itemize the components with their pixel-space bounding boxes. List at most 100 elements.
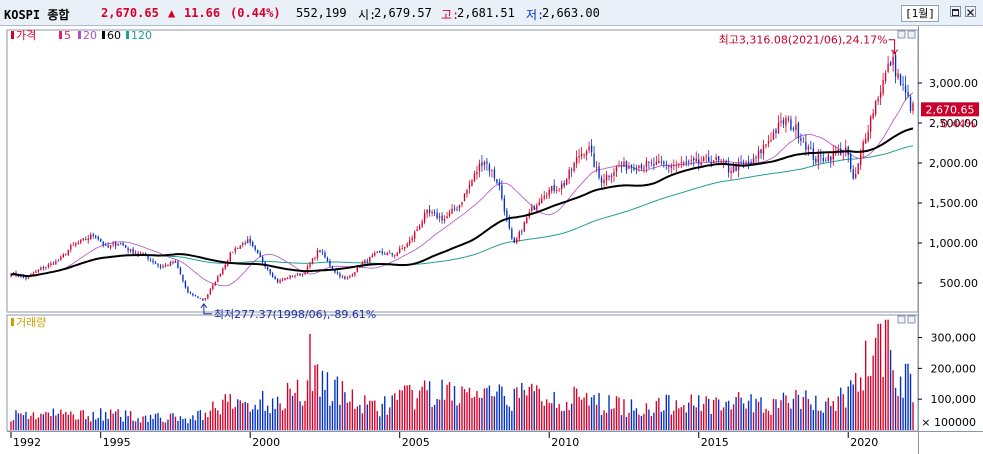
volume-bar <box>359 404 361 430</box>
volume-bar <box>319 396 321 430</box>
candle-body <box>643 167 645 169</box>
candle-body <box>304 273 306 275</box>
candle-body <box>800 138 802 141</box>
volume-bar <box>889 350 892 430</box>
candle-body <box>446 216 448 219</box>
volume-bar <box>187 423 189 430</box>
maximize-button[interactable] <box>950 6 961 17</box>
volume-bar <box>615 396 618 430</box>
candle-body <box>872 113 874 119</box>
candle-body <box>411 237 413 241</box>
candle-body <box>543 196 545 199</box>
volume-bar <box>600 414 603 430</box>
high-annotation-text: 최고3,316.08(2021/06),24.17% <box>719 34 888 47</box>
volume-bar <box>511 410 513 430</box>
volume-bar <box>448 382 451 430</box>
candle-body <box>119 243 122 245</box>
candle-body <box>526 217 528 223</box>
candle-body <box>772 131 775 140</box>
candle-body <box>565 179 568 185</box>
volume-bar <box>830 406 832 430</box>
volume-bar <box>850 380 852 430</box>
volume-bar <box>112 413 114 430</box>
candle-body <box>805 141 807 150</box>
volume-bar <box>757 401 760 430</box>
price-y-tick: 2,500.00 <box>929 117 978 130</box>
volume-bar <box>752 412 755 430</box>
candle-body <box>802 141 805 143</box>
volume-bar <box>50 416 52 430</box>
candle-body <box>653 163 655 166</box>
volume-bar <box>189 418 192 430</box>
volume-bar <box>199 410 202 430</box>
candle-body <box>90 234 92 240</box>
candle-body <box>169 262 172 267</box>
volume-bar <box>194 420 197 430</box>
candle-body <box>471 180 473 187</box>
candle-body <box>797 122 800 139</box>
volume-bar <box>52 408 55 430</box>
volume-bar <box>608 395 610 430</box>
close-button[interactable] <box>965 6 976 17</box>
volume-bar <box>745 408 747 430</box>
volume-bar <box>456 405 458 430</box>
volume-bar <box>740 397 742 430</box>
volume-bar <box>109 409 112 430</box>
candle-body <box>97 236 99 240</box>
candle-body <box>521 231 523 233</box>
volume-bar <box>252 409 254 430</box>
candle-body <box>570 169 573 171</box>
candle-body <box>102 241 104 246</box>
candle-body <box>585 151 588 155</box>
candle-body <box>456 208 458 210</box>
period-selector[interactable]: [1월] <box>901 5 939 22</box>
volume-bar <box>139 422 142 430</box>
volume-pane-buttons[interactable] <box>897 315 916 324</box>
volume-bar <box>638 414 640 430</box>
candle-body <box>117 243 119 246</box>
candle-body <box>688 161 690 163</box>
volume-bar <box>598 392 600 430</box>
volume-bar <box>232 408 234 430</box>
candle-body <box>239 245 241 249</box>
volume-bar <box>431 406 433 430</box>
volume-bar <box>242 403 244 430</box>
candle-body <box>588 146 590 151</box>
volume-bar <box>239 400 241 430</box>
volume-bar <box>747 400 750 430</box>
volume-bar <box>80 410 82 430</box>
volume-bar <box>909 373 912 430</box>
candle-body <box>613 172 615 176</box>
price-pane-buttons[interactable] <box>897 30 916 39</box>
volume-bar <box>486 388 488 430</box>
volume-bar <box>675 400 677 430</box>
candle-body <box>418 226 421 230</box>
volume-bar <box>291 395 294 430</box>
candle-body <box>276 279 279 283</box>
volume-bar <box>488 385 491 430</box>
candle-body <box>27 275 30 279</box>
volume-bar <box>256 409 259 430</box>
candle-body <box>650 162 653 164</box>
candle-body <box>152 260 154 263</box>
candle-body <box>645 160 648 167</box>
volume-bar <box>85 419 87 430</box>
volume-legend: 거래량 <box>11 316 46 329</box>
volume-bar <box>284 408 286 430</box>
candle-body <box>795 124 797 131</box>
candle-body <box>441 215 443 221</box>
candle-body <box>139 253 142 255</box>
volume-bar <box>568 410 570 430</box>
price-y-axis: 500.00 1,000.00 1,500.00 2,000.00 2,500.… <box>918 77 978 290</box>
candle-body <box>386 253 388 255</box>
volume-bar <box>822 412 824 430</box>
volume-bar <box>331 401 334 430</box>
volume-bar <box>306 380 309 430</box>
volume-bar <box>20 413 22 430</box>
candle-body <box>568 169 570 180</box>
candle-body <box>37 269 40 272</box>
volume-bar <box>37 417 40 430</box>
volume-bar <box>389 407 391 430</box>
candle-body <box>234 248 236 252</box>
candle-body <box>780 120 782 123</box>
